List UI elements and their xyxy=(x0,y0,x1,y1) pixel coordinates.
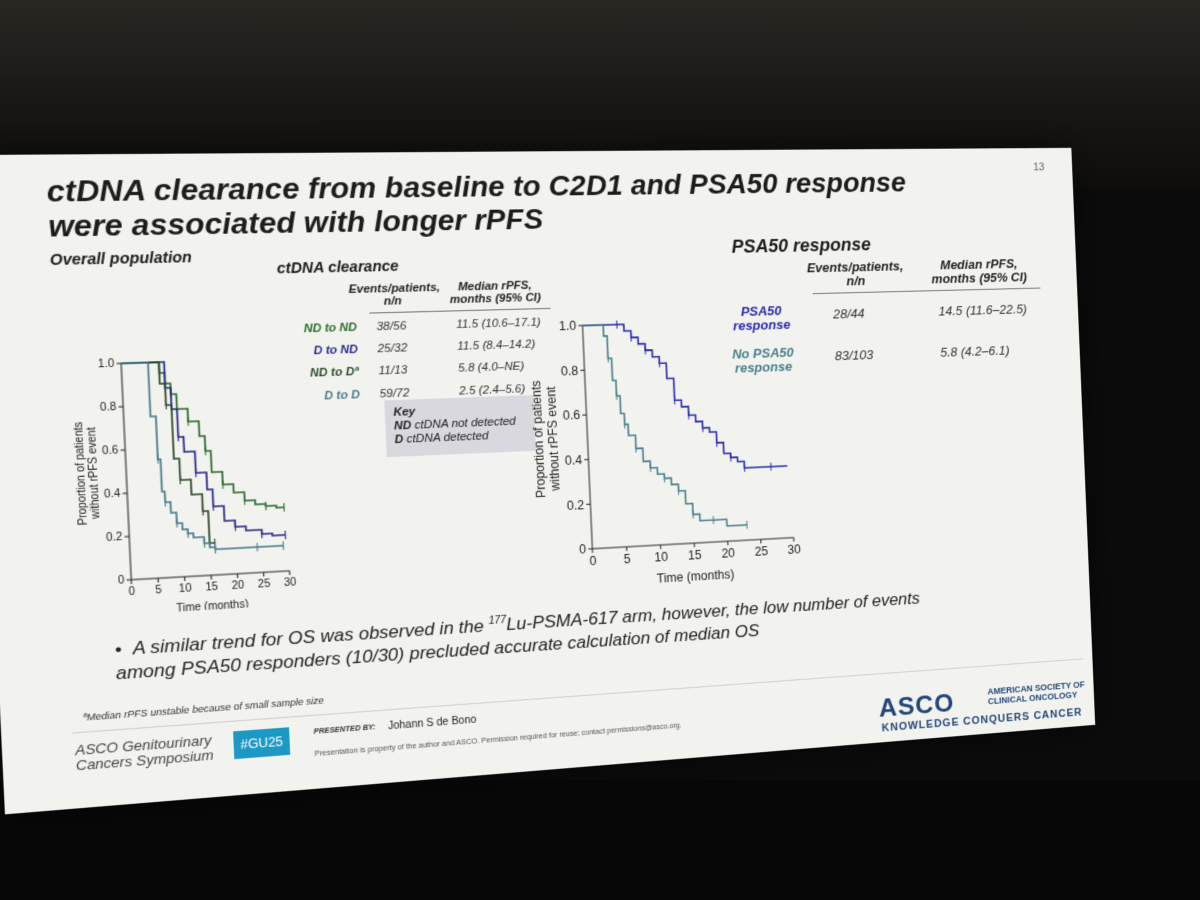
presented-by-label: PRESENTED BY: xyxy=(313,724,375,736)
y-tick-label: 0.8 xyxy=(561,364,579,378)
y-axis-label: Proportion of patientswithout rPFS event xyxy=(529,380,563,498)
asco-full-name: AMERICAN SOCIETY OF CLINICAL ONCOLOGY xyxy=(987,679,1085,706)
y-axis-label: Proportion of patientswithout rPFS event xyxy=(73,421,104,525)
ctdna-row-label: D to D xyxy=(271,389,360,405)
psa50-row-label: PSA50 response xyxy=(716,303,806,334)
ctdna-row-events: 38/56 xyxy=(376,320,406,333)
ctdna-row-label: ND to Dª xyxy=(270,366,359,382)
symposium-name: ASCO Genitourinary Cancers Symposium xyxy=(75,733,214,774)
ctdna-row-label: ND to ND xyxy=(268,321,357,336)
presenter-name: Johann S de Bono xyxy=(388,714,477,732)
ctdna-row-label: D to ND xyxy=(269,343,358,358)
psa50-row-events: 83/103 xyxy=(835,347,874,363)
x-tick-label: 25 xyxy=(258,579,271,591)
psa50-table-rule xyxy=(813,288,1041,295)
psa50-km-chart: 0 5 10 15 20 25 30 0 0.2 0.4 0.6 0.8 1.0 Time (months… xyxy=(508,289,815,606)
y-tick-label: 1.0 xyxy=(559,319,577,333)
y-tick-label: 0.4 xyxy=(565,453,583,468)
x-tick-label: 20 xyxy=(232,580,245,592)
psa50-row-median: 5.8 (4.2–6.1) xyxy=(940,343,1010,360)
y-tick-label: 0.6 xyxy=(102,446,119,458)
km-curve-psa50-response xyxy=(583,320,788,475)
ctdna-row-events: 25/32 xyxy=(377,342,407,355)
y-tick-label: 0 xyxy=(118,576,125,588)
km-curve-nd-to-d- xyxy=(121,361,215,548)
psa50-row-label: No PSA50 response xyxy=(718,345,808,376)
psa50-col-events: Events/patients, n/n xyxy=(801,259,908,289)
psa50-row-events: 28/44 xyxy=(833,306,865,322)
km-curve-d-to-d xyxy=(121,359,283,554)
x-tick-label: 5 xyxy=(623,552,630,566)
x-tick-label: 0 xyxy=(589,554,597,568)
x-axis-label: Time (months) xyxy=(657,567,735,585)
slide-subtitle: Overall population xyxy=(49,248,192,268)
x-tick-label: 10 xyxy=(654,550,668,564)
ctdna-col-events: Events/patients, n/n xyxy=(348,282,436,309)
slide-title: ctDNA clearance from baseline to C2D1 an… xyxy=(46,166,954,244)
slide-number: 13 xyxy=(1033,162,1045,174)
x-tick-label: 15 xyxy=(688,548,702,562)
y-axis xyxy=(583,326,593,549)
x-tick-label: 20 xyxy=(721,546,735,560)
ctdna-title: ctDNA clearance xyxy=(276,257,398,276)
y-tick-label: 1.0 xyxy=(98,359,115,371)
x-tick-label: 15 xyxy=(205,582,218,594)
y-tick-label: 0.2 xyxy=(106,532,123,544)
x-tick-label: 30 xyxy=(284,577,297,589)
psa50-row-median: 14.5 (11.6–22.5) xyxy=(938,301,1027,318)
y-tick-label: 0.4 xyxy=(104,489,121,501)
psa50-col-median: Median rPFS, months (95% CI) xyxy=(917,257,1040,287)
y-tick-label: 0.2 xyxy=(567,498,585,513)
x-tick-label: 5 xyxy=(155,585,162,597)
y-tick-label: 0.8 xyxy=(100,402,117,414)
y-tick-label: 0 xyxy=(579,543,587,557)
hashtag-badge: #GU25 xyxy=(233,727,290,759)
y-tick-label: 0.6 xyxy=(563,409,581,424)
y-axis xyxy=(121,363,131,579)
ctdna-km-chart: 0 5 10 15 20 25 30 0 0.2 0.4 0.6 0.8 1.0 Time (months… xyxy=(47,328,300,618)
ctdna-row-events: 59/72 xyxy=(379,387,409,401)
footnote: ªMedian rPFS unstable because of small s… xyxy=(83,695,324,723)
x-tick-label: 0 xyxy=(128,586,135,598)
x-tick-label: 10 xyxy=(179,583,192,595)
projected-slide: 13 ctDNA clearance from baseline to C2D1… xyxy=(0,148,1095,815)
km-curve-nd-to-nd xyxy=(121,359,284,515)
psa50-title: PSA50 response xyxy=(731,234,871,258)
ctdna-row-events: 11/13 xyxy=(378,364,408,378)
x-tick-label: 25 xyxy=(754,544,768,558)
x-axis-label: Time (months) xyxy=(176,599,249,615)
x-tick-label: 30 xyxy=(787,543,801,557)
